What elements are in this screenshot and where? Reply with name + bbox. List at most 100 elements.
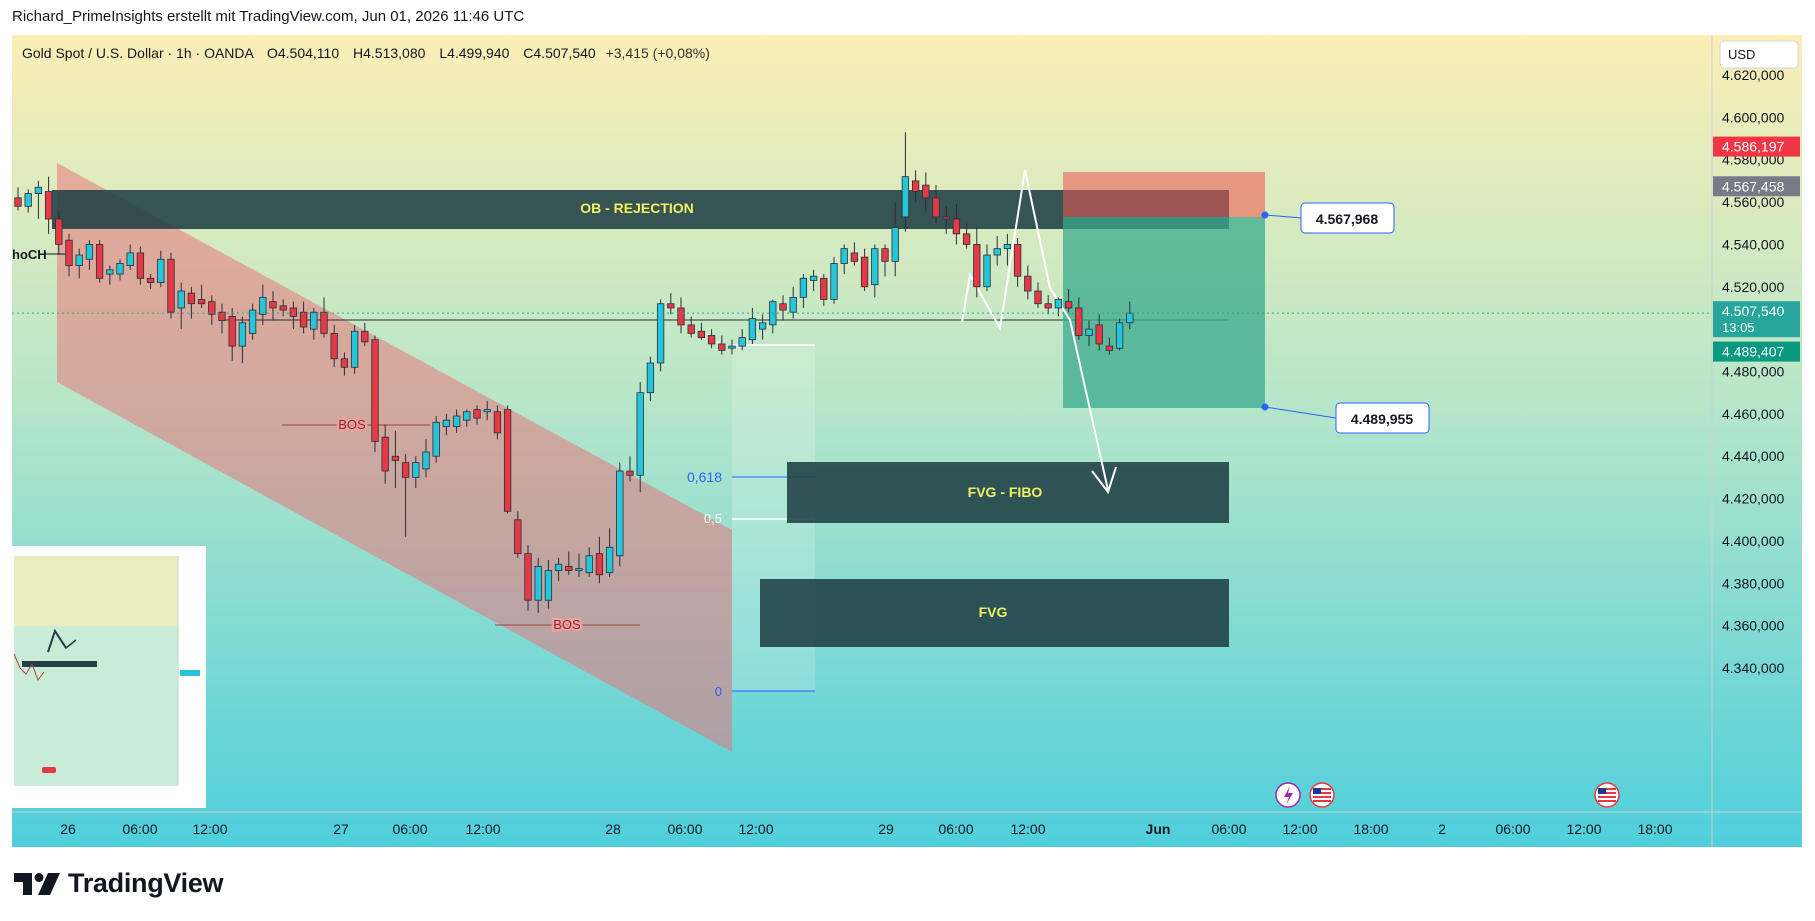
candle[interactable]	[218, 303, 226, 334]
candle[interactable]	[1126, 301, 1134, 330]
candle[interactable]	[65, 233, 73, 277]
candle[interactable]	[167, 252, 175, 319]
tradingview-brand[interactable]: TradingView	[14, 868, 224, 899]
candle[interactable]	[146, 274, 155, 289]
candle[interactable]	[422, 439, 430, 478]
fvg-zone[interactable]	[760, 579, 1229, 647]
candle[interactable]	[973, 227, 981, 298]
candle[interactable]	[24, 189, 32, 213]
candle[interactable]	[779, 295, 787, 321]
candle[interactable]	[667, 293, 675, 315]
event-icon-us-flag-1[interactable]	[1309, 782, 1335, 808]
candle[interactable]	[361, 322, 369, 347]
event-icon-us-flag-2[interactable]	[1594, 782, 1620, 808]
candle[interactable]	[401, 454, 410, 537]
candle[interactable]	[840, 244, 848, 275]
candle[interactable]	[503, 405, 512, 514]
candle[interactable]	[1034, 282, 1042, 308]
candle[interactable]	[687, 316, 695, 338]
candle[interactable]	[330, 324, 338, 368]
candle[interactable]	[1024, 265, 1032, 300]
candle[interactable]	[299, 301, 308, 334]
candle[interactable]	[320, 297, 328, 338]
candle[interactable]	[534, 557, 542, 613]
candle[interactable]	[901, 132, 910, 232]
candle[interactable]	[677, 297, 685, 334]
candle[interactable]	[157, 250, 165, 287]
candle[interactable]	[697, 322, 706, 340]
candle[interactable]	[718, 335, 726, 355]
short-position-stop-zone[interactable]	[1063, 172, 1265, 217]
candle[interactable]	[187, 286, 196, 319]
candle[interactable]	[259, 284, 267, 325]
candle[interactable]	[830, 257, 838, 304]
candle[interactable]	[177, 282, 185, 330]
candle[interactable]	[197, 284, 206, 308]
candle[interactable]	[728, 339, 736, 355]
time-axis[interactable]: 26 06:00 12:00 27 06:00 12:00 28 06:00 12:00 29 06…	[60, 821, 1673, 837]
candle[interactable]	[860, 248, 869, 292]
candle[interactable]	[871, 244, 879, 298]
candle[interactable]	[544, 559, 553, 609]
candle[interactable]	[412, 456, 420, 488]
candle[interactable]	[962, 223, 971, 249]
candle[interactable]	[1064, 288, 1073, 313]
candle[interactable]	[350, 324, 359, 374]
target-high-point[interactable]	[1261, 211, 1269, 219]
candle[interactable]	[758, 314, 767, 340]
target-low-point[interactable]	[1261, 403, 1269, 411]
candle[interactable]	[983, 244, 991, 292]
candle[interactable]	[952, 204, 961, 245]
candle[interactable]	[922, 172, 930, 213]
candle[interactable]	[626, 456, 634, 482]
candle[interactable]	[942, 206, 950, 234]
candle[interactable]	[595, 536, 604, 584]
candle[interactable]	[1013, 238, 1022, 287]
candle[interactable]	[1085, 320, 1093, 347]
currency-button[interactable]	[1719, 40, 1799, 69]
candle[interactable]	[371, 335, 379, 452]
candle[interactable]	[34, 180, 43, 220]
candle[interactable]	[1105, 337, 1114, 355]
candle[interactable]	[136, 246, 145, 285]
event-icon-lightning[interactable]	[1275, 782, 1301, 808]
candle[interactable]	[228, 307, 236, 361]
candle[interactable]	[514, 511, 522, 558]
candle[interactable]	[432, 415, 440, 463]
candle[interactable]	[738, 329, 746, 351]
candle[interactable]	[524, 545, 532, 611]
candle[interactable]	[208, 295, 216, 325]
candle[interactable]	[820, 274, 828, 306]
candle[interactable]	[932, 185, 940, 224]
candle[interactable]	[799, 274, 808, 308]
candle[interactable]	[238, 316, 247, 364]
candle[interactable]	[575, 553, 583, 577]
candle[interactable]	[85, 240, 94, 270]
candle[interactable]	[1115, 318, 1124, 351]
price-axis[interactable]: 4.620,0004.600,0004.580,0004.560,0004.54…	[1722, 67, 1784, 676]
candle[interactable]	[585, 547, 593, 577]
candle[interactable]	[1095, 314, 1103, 351]
candle[interactable]	[483, 401, 491, 421]
candle[interactable]	[707, 329, 716, 349]
candle[interactable]	[44, 176, 53, 234]
candle[interactable]	[554, 557, 563, 582]
candle[interactable]	[809, 269, 818, 292]
candle[interactable]	[1003, 233, 1012, 266]
fvg-fibo-zone[interactable]	[787, 462, 1229, 523]
candle[interactable]	[442, 413, 451, 436]
candle[interactable]	[616, 462, 624, 567]
candle[interactable]	[1075, 297, 1083, 340]
candle[interactable]	[95, 240, 104, 283]
candle[interactable]	[126, 244, 134, 270]
candle[interactable]	[55, 210, 63, 256]
candle[interactable]	[116, 259, 124, 281]
candle[interactable]	[646, 356, 655, 402]
candle[interactable]	[381, 424, 389, 484]
target-high-callout-box[interactable]	[1300, 202, 1395, 234]
candle[interactable]	[636, 382, 644, 493]
candle[interactable]	[289, 301, 298, 330]
candle[interactable]	[850, 242, 859, 266]
candle[interactable]	[656, 299, 665, 372]
